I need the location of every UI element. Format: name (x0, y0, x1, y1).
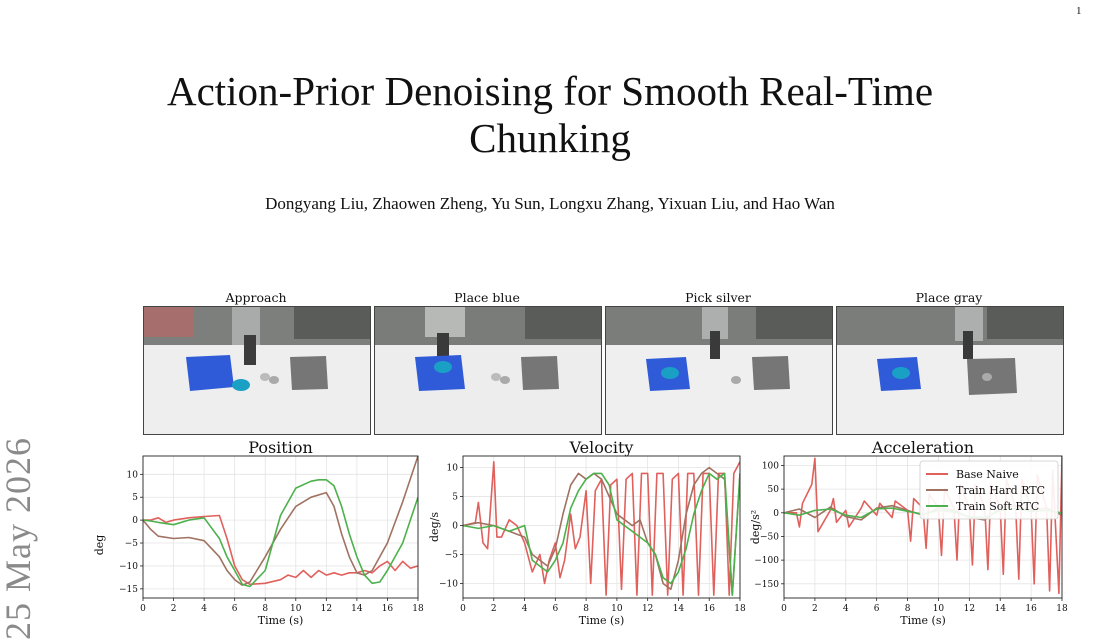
x-tick-label: 8 (262, 604, 268, 614)
y-tick-label: −150 (754, 580, 779, 590)
chart-position: 0 2 4 6 8 10 12 14 16 18 −15 −10 −5 0 5 10 Position Time … (93, 438, 424, 627)
x-tick-label: 16 (382, 604, 394, 614)
y-tick-label: 5 (132, 493, 138, 503)
x-tick-label: 0 (460, 604, 466, 614)
photo-label-place-gray: Place gray (915, 290, 983, 305)
x-tick-label: 8 (583, 604, 589, 614)
x-tick-label: 16 (703, 604, 715, 614)
plot-frame (142, 455, 419, 599)
page-number: 1 (1076, 5, 1082, 17)
y-tick-label: −5 (125, 539, 139, 549)
y-tick-label: 10 (447, 464, 459, 474)
x-tick-label: 6 (232, 604, 238, 614)
x-tick-label: 6 (874, 604, 880, 614)
series-line-base-naive (463, 460, 740, 596)
x-tick-label: 4 (843, 604, 849, 614)
y-tick-label: −10 (119, 562, 138, 572)
plot-frame (462, 455, 741, 599)
x-tick-label: 0 (140, 604, 146, 614)
x-tick-label: 18 (734, 604, 746, 614)
x-tick-label: 14 (673, 604, 685, 614)
photo-label-place-blue: Place blue (454, 290, 520, 305)
x-tick-label: 2 (812, 604, 818, 614)
x-tick-label: 18 (412, 604, 424, 614)
photo-place-gray (836, 306, 1064, 435)
legend-label: Train Hard RTC (956, 484, 1045, 497)
y-tick-label: −10 (439, 580, 458, 590)
author-list: Dongyang Liu, Zhaowen Zheng, Yu Sun, Lon… (265, 194, 835, 213)
legend-label: Base Naive (956, 468, 1019, 481)
plot-frame (783, 455, 1063, 599)
y-tick-label: −5 (445, 551, 459, 561)
x-tick-label: 14 (351, 604, 363, 614)
x-tick-label: 14 (994, 604, 1006, 614)
photo-pick-silver (605, 306, 833, 435)
series-line-train-hard-rtc (463, 466, 740, 596)
y-tick-label: 50 (768, 485, 780, 495)
y-axis-label: deg/s² (749, 510, 762, 544)
x-tick-label: 10 (611, 604, 623, 614)
y-tick-label: −100 (754, 556, 779, 566)
x-tick-label: 2 (171, 604, 177, 614)
legend: Base Naive Train Hard RTC Train Soft RTC (919, 460, 1059, 520)
photo-place-blue (374, 306, 602, 435)
photo-label-pick-silver: Pick silver (685, 290, 751, 305)
chart-title: Velocity (569, 438, 634, 457)
x-tick-label: 4 (201, 604, 207, 614)
y-tick-label: 5 (452, 493, 458, 503)
x-tick-label: 8 (905, 604, 911, 614)
y-axis-label: deg/s (428, 512, 441, 542)
x-tick-label: 16 (1025, 604, 1037, 614)
x-tick-label: 10 (290, 604, 302, 614)
x-tick-label: 4 (522, 604, 528, 614)
x-tick-label: 0 (781, 604, 787, 614)
x-tick-label: 12 (321, 604, 332, 614)
x-tick-label: 10 (933, 604, 945, 614)
chart-title: Acceleration (871, 438, 974, 457)
chart-acceleration: 0 2 4 6 8 10 12 14 16 18 −150 −100 −50 0 50 100 Accelera… (749, 438, 1068, 627)
x-axis-label: Time (s) (579, 614, 625, 627)
y-tick-label: −50 (760, 532, 779, 542)
x-tick-label: 2 (491, 604, 497, 614)
legend-box (919, 460, 1059, 520)
x-tick-label: 12 (642, 604, 653, 614)
photo-label-approach: Approach (225, 290, 287, 305)
x-tick-label: 12 (964, 604, 975, 614)
paper-title: Action-Prior Denoising for Smooth Real-T… (166, 68, 934, 161)
y-axis-label: deg (93, 535, 106, 556)
y-tick-label: 10 (127, 470, 139, 480)
x-tick-label: 6 (552, 604, 558, 614)
y-tick-label: 100 (762, 461, 779, 471)
x-axis-label: Time (s) (258, 614, 304, 627)
series-line-train-soft-rtc (463, 472, 740, 596)
y-tick-label: −15 (119, 585, 138, 595)
chart-title: Position (248, 438, 313, 457)
legend-label: Train Soft RTC (956, 500, 1039, 513)
y-tick-label: 0 (773, 509, 779, 519)
y-tick-label: 0 (452, 522, 458, 532)
chart-velocity: 0 2 4 6 8 10 12 14 16 18 −10 −5 0 5 10 Velocity Time (s)… (428, 438, 746, 627)
photo-approach (143, 306, 371, 435)
series-line-base-naive (143, 514, 418, 586)
x-axis-label: Time (s) (900, 614, 946, 627)
x-tick-label: 18 (1056, 604, 1068, 614)
y-tick-label: 0 (132, 516, 138, 526)
series-line-train-soft-rtc (143, 478, 418, 588)
